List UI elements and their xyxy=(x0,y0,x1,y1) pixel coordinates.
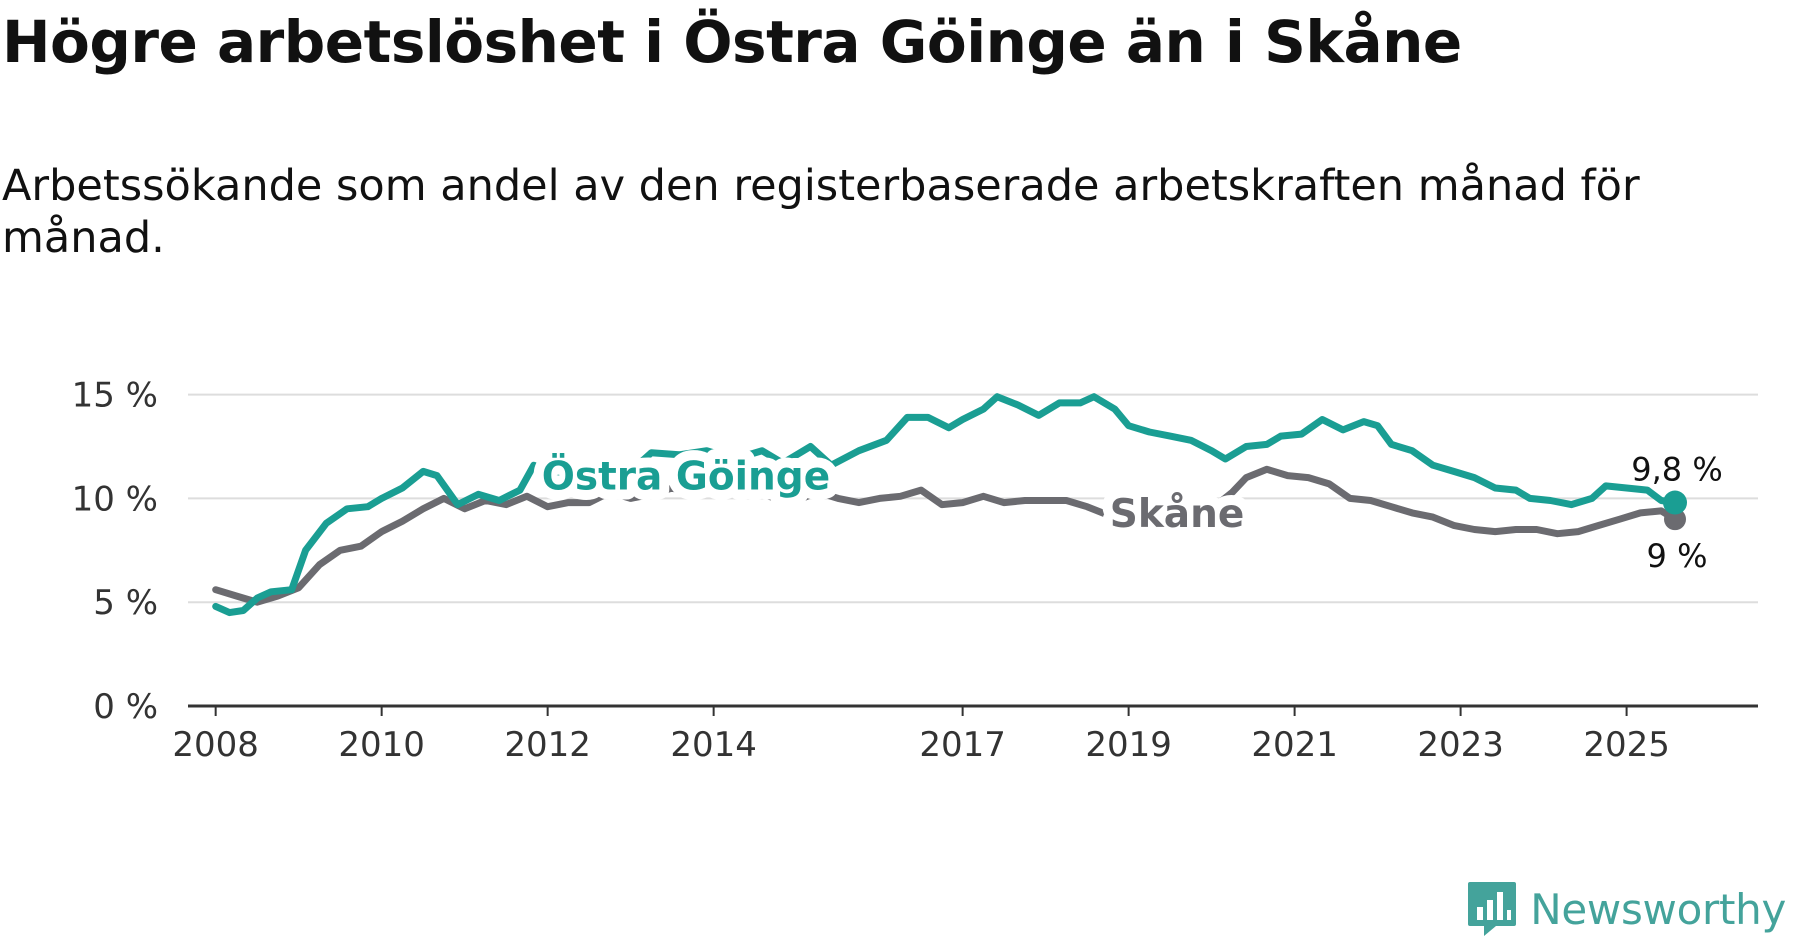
brand-logo: Newsworthy xyxy=(1466,880,1786,938)
series-label-halo: Östra Göinge xyxy=(542,453,830,500)
series-label-halo: Skåne xyxy=(1110,492,1245,537)
chart-title: Högre arbetslöshet i Östra Göinge än i S… xyxy=(2,8,1462,76)
series-line-ostra-goinge xyxy=(212,393,1679,617)
chart-subtitle: Arbetssökande som andel av den registerb… xyxy=(2,161,1640,264)
y-tick-label: 5 % xyxy=(93,583,158,623)
series-label-skane: Skåne xyxy=(1110,492,1245,537)
end-dot-skane xyxy=(1664,508,1687,531)
x-tick-label: 2012 xyxy=(504,725,591,765)
brand-name: Newsworthy xyxy=(1530,884,1786,934)
y-tick-label: 15 % xyxy=(72,376,158,416)
x-tick-label: 2023 xyxy=(1417,725,1504,765)
x-tick-label: 2014 xyxy=(670,725,757,765)
x-tick-label: 2010 xyxy=(338,725,425,765)
y-tick-label: 0 % xyxy=(93,687,158,727)
x-tick-label: 2025 xyxy=(1583,725,1670,765)
x-tick-label: 2019 xyxy=(1085,725,1172,765)
x-tick-label: 2021 xyxy=(1251,725,1338,765)
x-tick-label: 2017 xyxy=(919,725,1006,765)
series-line-skane xyxy=(212,465,1679,606)
series-label-ostra-goinge: Östra Göinge xyxy=(542,453,830,500)
x-tick-label: 2008 xyxy=(172,725,259,765)
end-label-ostra-goinge: 9,8 % xyxy=(1631,451,1722,489)
end-dot-ostra-goinge xyxy=(1663,490,1688,515)
y-tick-label: 10 % xyxy=(72,479,158,519)
bar-chart-bubble-icon xyxy=(1468,882,1517,936)
end-label-skane: 9 % xyxy=(1647,537,1708,575)
